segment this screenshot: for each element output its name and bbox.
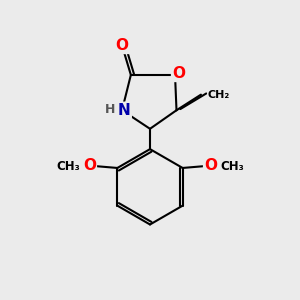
Text: CH₂: CH₂: [208, 90, 230, 100]
Text: CH₃: CH₃: [56, 160, 80, 173]
Text: O: O: [204, 158, 217, 173]
Text: methoxy: methoxy: [65, 166, 71, 167]
Text: O: O: [116, 38, 128, 53]
Text: O: O: [83, 158, 96, 173]
Text: H: H: [105, 103, 116, 116]
Text: N: N: [118, 103, 131, 118]
Text: CH₃: CH₃: [220, 160, 244, 173]
Text: O: O: [172, 66, 185, 81]
